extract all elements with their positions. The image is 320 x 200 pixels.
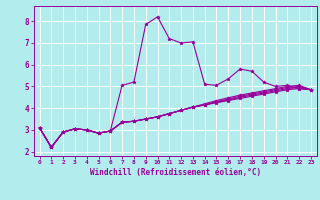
X-axis label: Windchill (Refroidissement éolien,°C): Windchill (Refroidissement éolien,°C) <box>90 168 261 177</box>
